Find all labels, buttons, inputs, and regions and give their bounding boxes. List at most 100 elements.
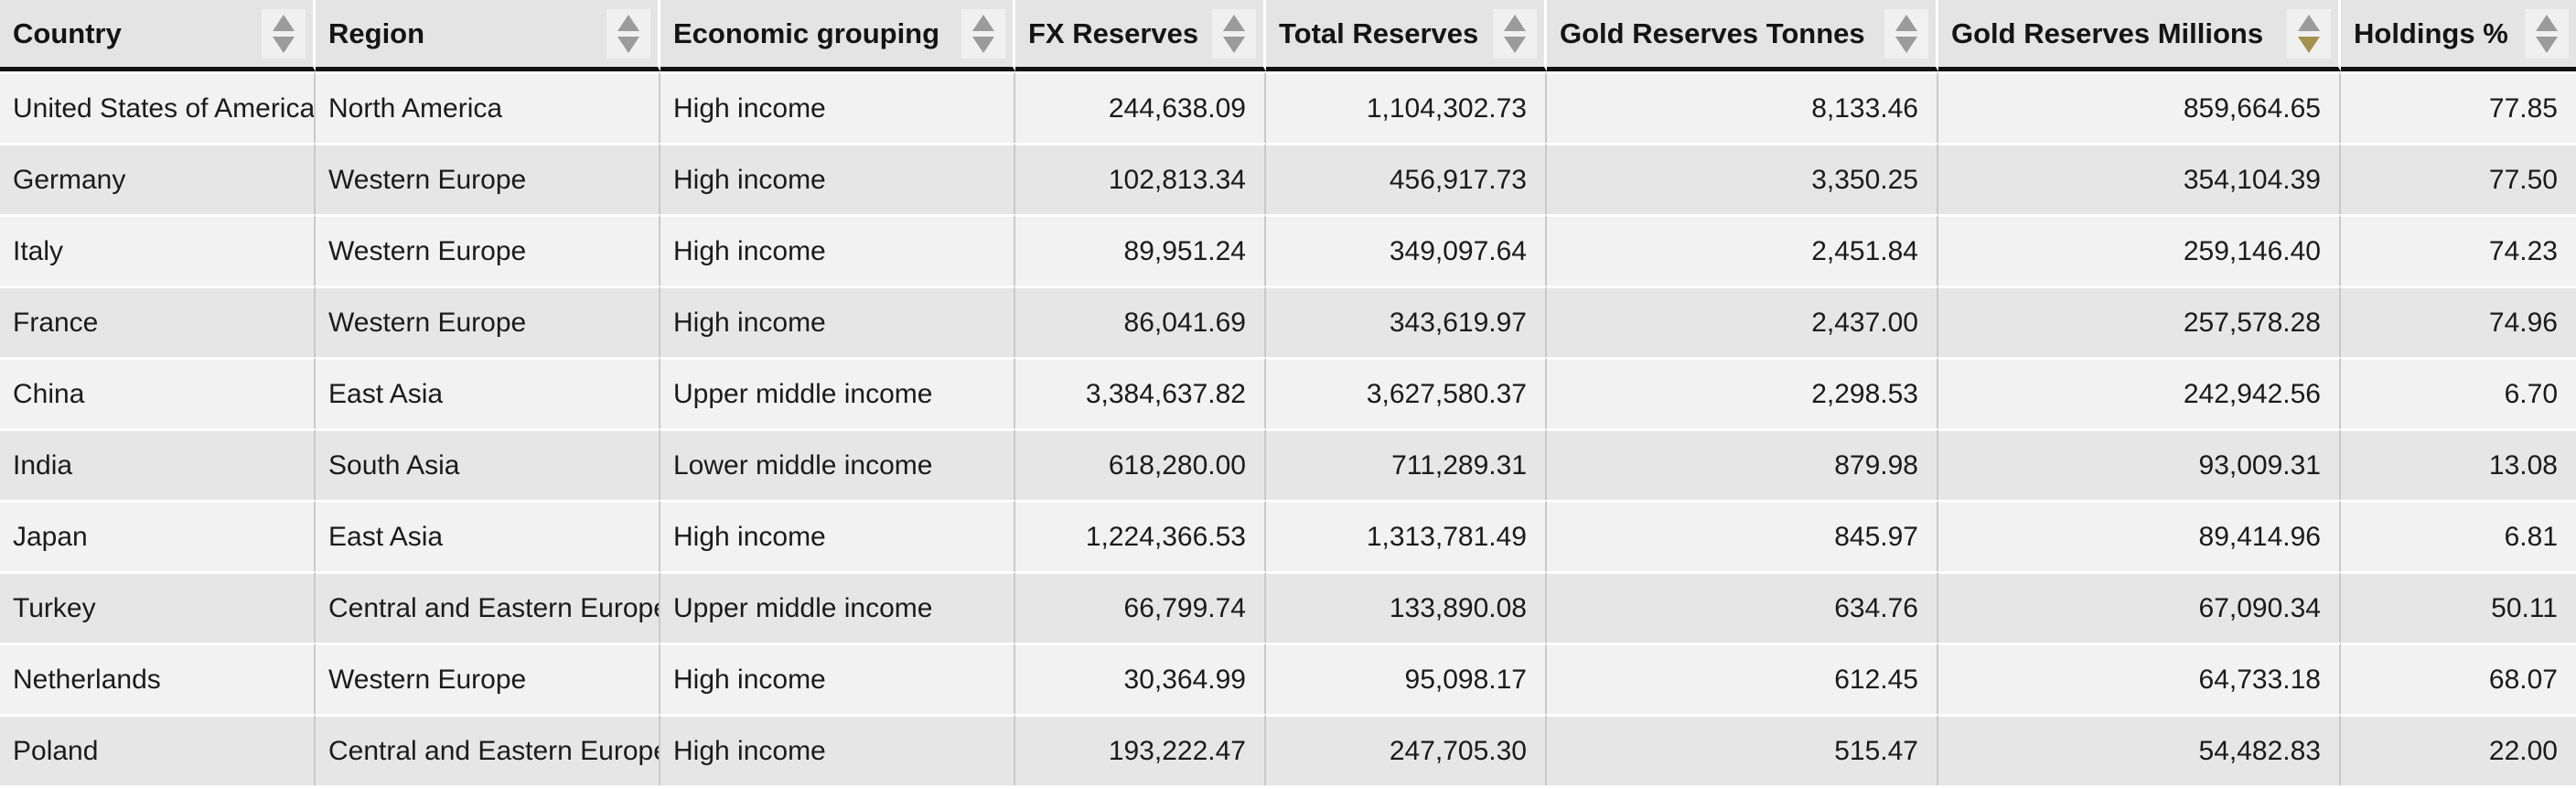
cell-country: Turkey: [0, 571, 316, 643]
table-row: United States of America North America Hig…: [0, 71, 2576, 143]
cell-gold-reserves-tonnes: 2,298.53: [1547, 357, 1938, 428]
column-header-economic-grouping[interactable]: Economic grouping: [660, 0, 1015, 71]
table-row: Netherlands Western Europe High income 30,3…: [0, 643, 2576, 714]
cell-country: Italy: [0, 214, 316, 286]
cell-total-reserves: 343,619.97: [1266, 286, 1547, 357]
cell-gold-reserves-millions: 89,414.96: [1938, 500, 2341, 571]
cell-region: Western Europe: [316, 643, 660, 714]
table-row: India South Asia Lower middle income 618,28…: [0, 428, 2576, 500]
sort-desc-icon: [1895, 36, 1917, 53]
cell-country: France: [0, 286, 316, 357]
cell-economic-grouping: High income: [660, 143, 1015, 214]
cell-economic-grouping: High income: [660, 500, 1015, 571]
cell-gold-reserves-millions: 259,146.40: [1938, 214, 2341, 286]
sort-desc-icon: [2298, 36, 2320, 53]
sort-control-country[interactable]: [262, 8, 306, 59]
cell-region: Central and Eastern Europe: [316, 714, 660, 785]
cell-fx-reserves: 193,222.47: [1015, 714, 1266, 785]
cell-fx-reserves: 1,224,366.53: [1015, 500, 1266, 571]
sort-control-economic-grouping[interactable]: [961, 8, 1005, 59]
cell-region: Central and Eastern Europe: [316, 571, 660, 643]
cell-economic-grouping: Upper middle income: [660, 571, 1015, 643]
column-label-gold-reserves-tonnes: Gold Reserves Tonnes: [1560, 16, 1865, 49]
cell-total-reserves: 133,890.08: [1266, 571, 1547, 643]
sort-asc-icon: [1504, 14, 1526, 31]
sort-desc-icon: [1504, 36, 1526, 53]
cell-gold-reserves-tonnes: 845.97: [1547, 500, 1938, 571]
column-header-fx-reserves[interactable]: FX Reserves: [1015, 0, 1266, 71]
cell-gold-reserves-tonnes: 2,451.84: [1547, 214, 1938, 286]
cell-region: Western Europe: [316, 214, 660, 286]
cell-gold-reserves-tonnes: 3,350.25: [1547, 143, 1938, 214]
table-row: Italy Western Europe High income 89,951.24 3…: [0, 214, 2576, 286]
cell-country: India: [0, 428, 316, 500]
cell-gold-reserves-tonnes: 8,133.46: [1547, 71, 1938, 143]
cell-region: Western Europe: [316, 143, 660, 214]
cell-holdings-pct: 77.85: [2341, 71, 2576, 143]
cell-economic-grouping: High income: [660, 643, 1015, 714]
cell-total-reserves: 1,313,781.49: [1266, 500, 1547, 571]
cell-holdings-pct: 68.07: [2341, 643, 2576, 714]
cell-gold-reserves-tonnes: 612.45: [1547, 643, 1938, 714]
table-row: Japan East Asia High income 1,224,366.53 1,3…: [0, 500, 2576, 571]
column-header-gold-reserves-millions[interactable]: Gold Reserves Millions: [1938, 0, 2341, 71]
sort-asc-icon: [1895, 14, 1917, 31]
cell-gold-reserves-millions: 93,009.31: [1938, 428, 2341, 500]
sort-control-holdings-pct[interactable]: [2525, 8, 2569, 59]
cell-country: China: [0, 357, 316, 428]
sort-control-gold-reserves-tonnes[interactable]: [1884, 8, 1928, 59]
sort-control-region[interactable]: [606, 8, 650, 59]
cell-holdings-pct: 22.00: [2341, 714, 2576, 785]
cell-fx-reserves: 102,813.34: [1015, 143, 1266, 214]
sort-asc-icon: [2298, 14, 2320, 31]
cell-economic-grouping: High income: [660, 214, 1015, 286]
sort-desc-icon: [617, 36, 639, 53]
cell-fx-reserves: 89,951.24: [1015, 214, 1266, 286]
cell-gold-reserves-millions: 54,482.83: [1938, 714, 2341, 785]
sort-asc-icon: [972, 14, 994, 31]
column-header-country[interactable]: Country: [0, 0, 316, 71]
column-header-total-reserves[interactable]: Total Reserves: [1266, 0, 1547, 71]
cell-economic-grouping: Upper middle income: [660, 357, 1015, 428]
cell-country: Japan: [0, 500, 316, 571]
sort-asc-icon: [1223, 14, 1245, 31]
cell-total-reserves: 711,289.31: [1266, 428, 1547, 500]
sort-control-total-reserves[interactable]: [1493, 8, 1537, 59]
sort-control-fx-reserves[interactable]: [1212, 8, 1256, 59]
table-row: France Western Europe High income 86,041.69…: [0, 286, 2576, 357]
column-header-region[interactable]: Region: [316, 0, 660, 71]
table-row: Turkey Central and Eastern Europe Upper mi…: [0, 571, 2576, 643]
cell-fx-reserves: 618,280.00: [1015, 428, 1266, 500]
sort-desc-icon: [1223, 36, 1245, 53]
cell-holdings-pct: 6.81: [2341, 500, 2576, 571]
column-label-holdings-pct: Holdings %: [2354, 16, 2508, 49]
cell-total-reserves: 456,917.73: [1266, 143, 1547, 214]
cell-holdings-pct: 13.08: [2341, 428, 2576, 500]
cell-country: Germany: [0, 143, 316, 214]
column-header-gold-reserves-tonnes[interactable]: Gold Reserves Tonnes: [1547, 0, 1938, 71]
column-label-economic-grouping: Economic grouping: [673, 16, 940, 49]
cell-fx-reserves: 86,041.69: [1015, 286, 1266, 357]
cell-fx-reserves: 3,384,637.82: [1015, 357, 1266, 428]
column-label-total-reserves: Total Reserves: [1279, 16, 1479, 49]
cell-holdings-pct: 77.50: [2341, 143, 2576, 214]
cell-total-reserves: 1,104,302.73: [1266, 71, 1547, 143]
cell-fx-reserves: 30,364.99: [1015, 643, 1266, 714]
cell-fx-reserves: 66,799.74: [1015, 571, 1266, 643]
cell-gold-reserves-millions: 242,942.56: [1938, 357, 2341, 428]
cell-gold-reserves-millions: 64,733.18: [1938, 643, 2341, 714]
column-label-gold-reserves-millions: Gold Reserves Millions: [1951, 16, 2264, 49]
cell-gold-reserves-tonnes: 2,437.00: [1547, 286, 1938, 357]
cell-gold-reserves-millions: 354,104.39: [1938, 143, 2341, 214]
sort-asc-icon: [617, 14, 639, 31]
cell-region: East Asia: [316, 500, 660, 571]
cell-country: Netherlands: [0, 643, 316, 714]
column-header-holdings-pct[interactable]: Holdings %: [2341, 0, 2576, 71]
sort-asc-icon: [273, 14, 295, 31]
sort-control-gold-reserves-millions[interactable]: [2287, 8, 2331, 59]
cell-gold-reserves-millions: 257,578.28: [1938, 286, 2341, 357]
cell-economic-grouping: High income: [660, 71, 1015, 143]
cell-total-reserves: 3,627,580.37: [1266, 357, 1547, 428]
table-row: Germany Western Europe High income 102,813.…: [0, 143, 2576, 214]
